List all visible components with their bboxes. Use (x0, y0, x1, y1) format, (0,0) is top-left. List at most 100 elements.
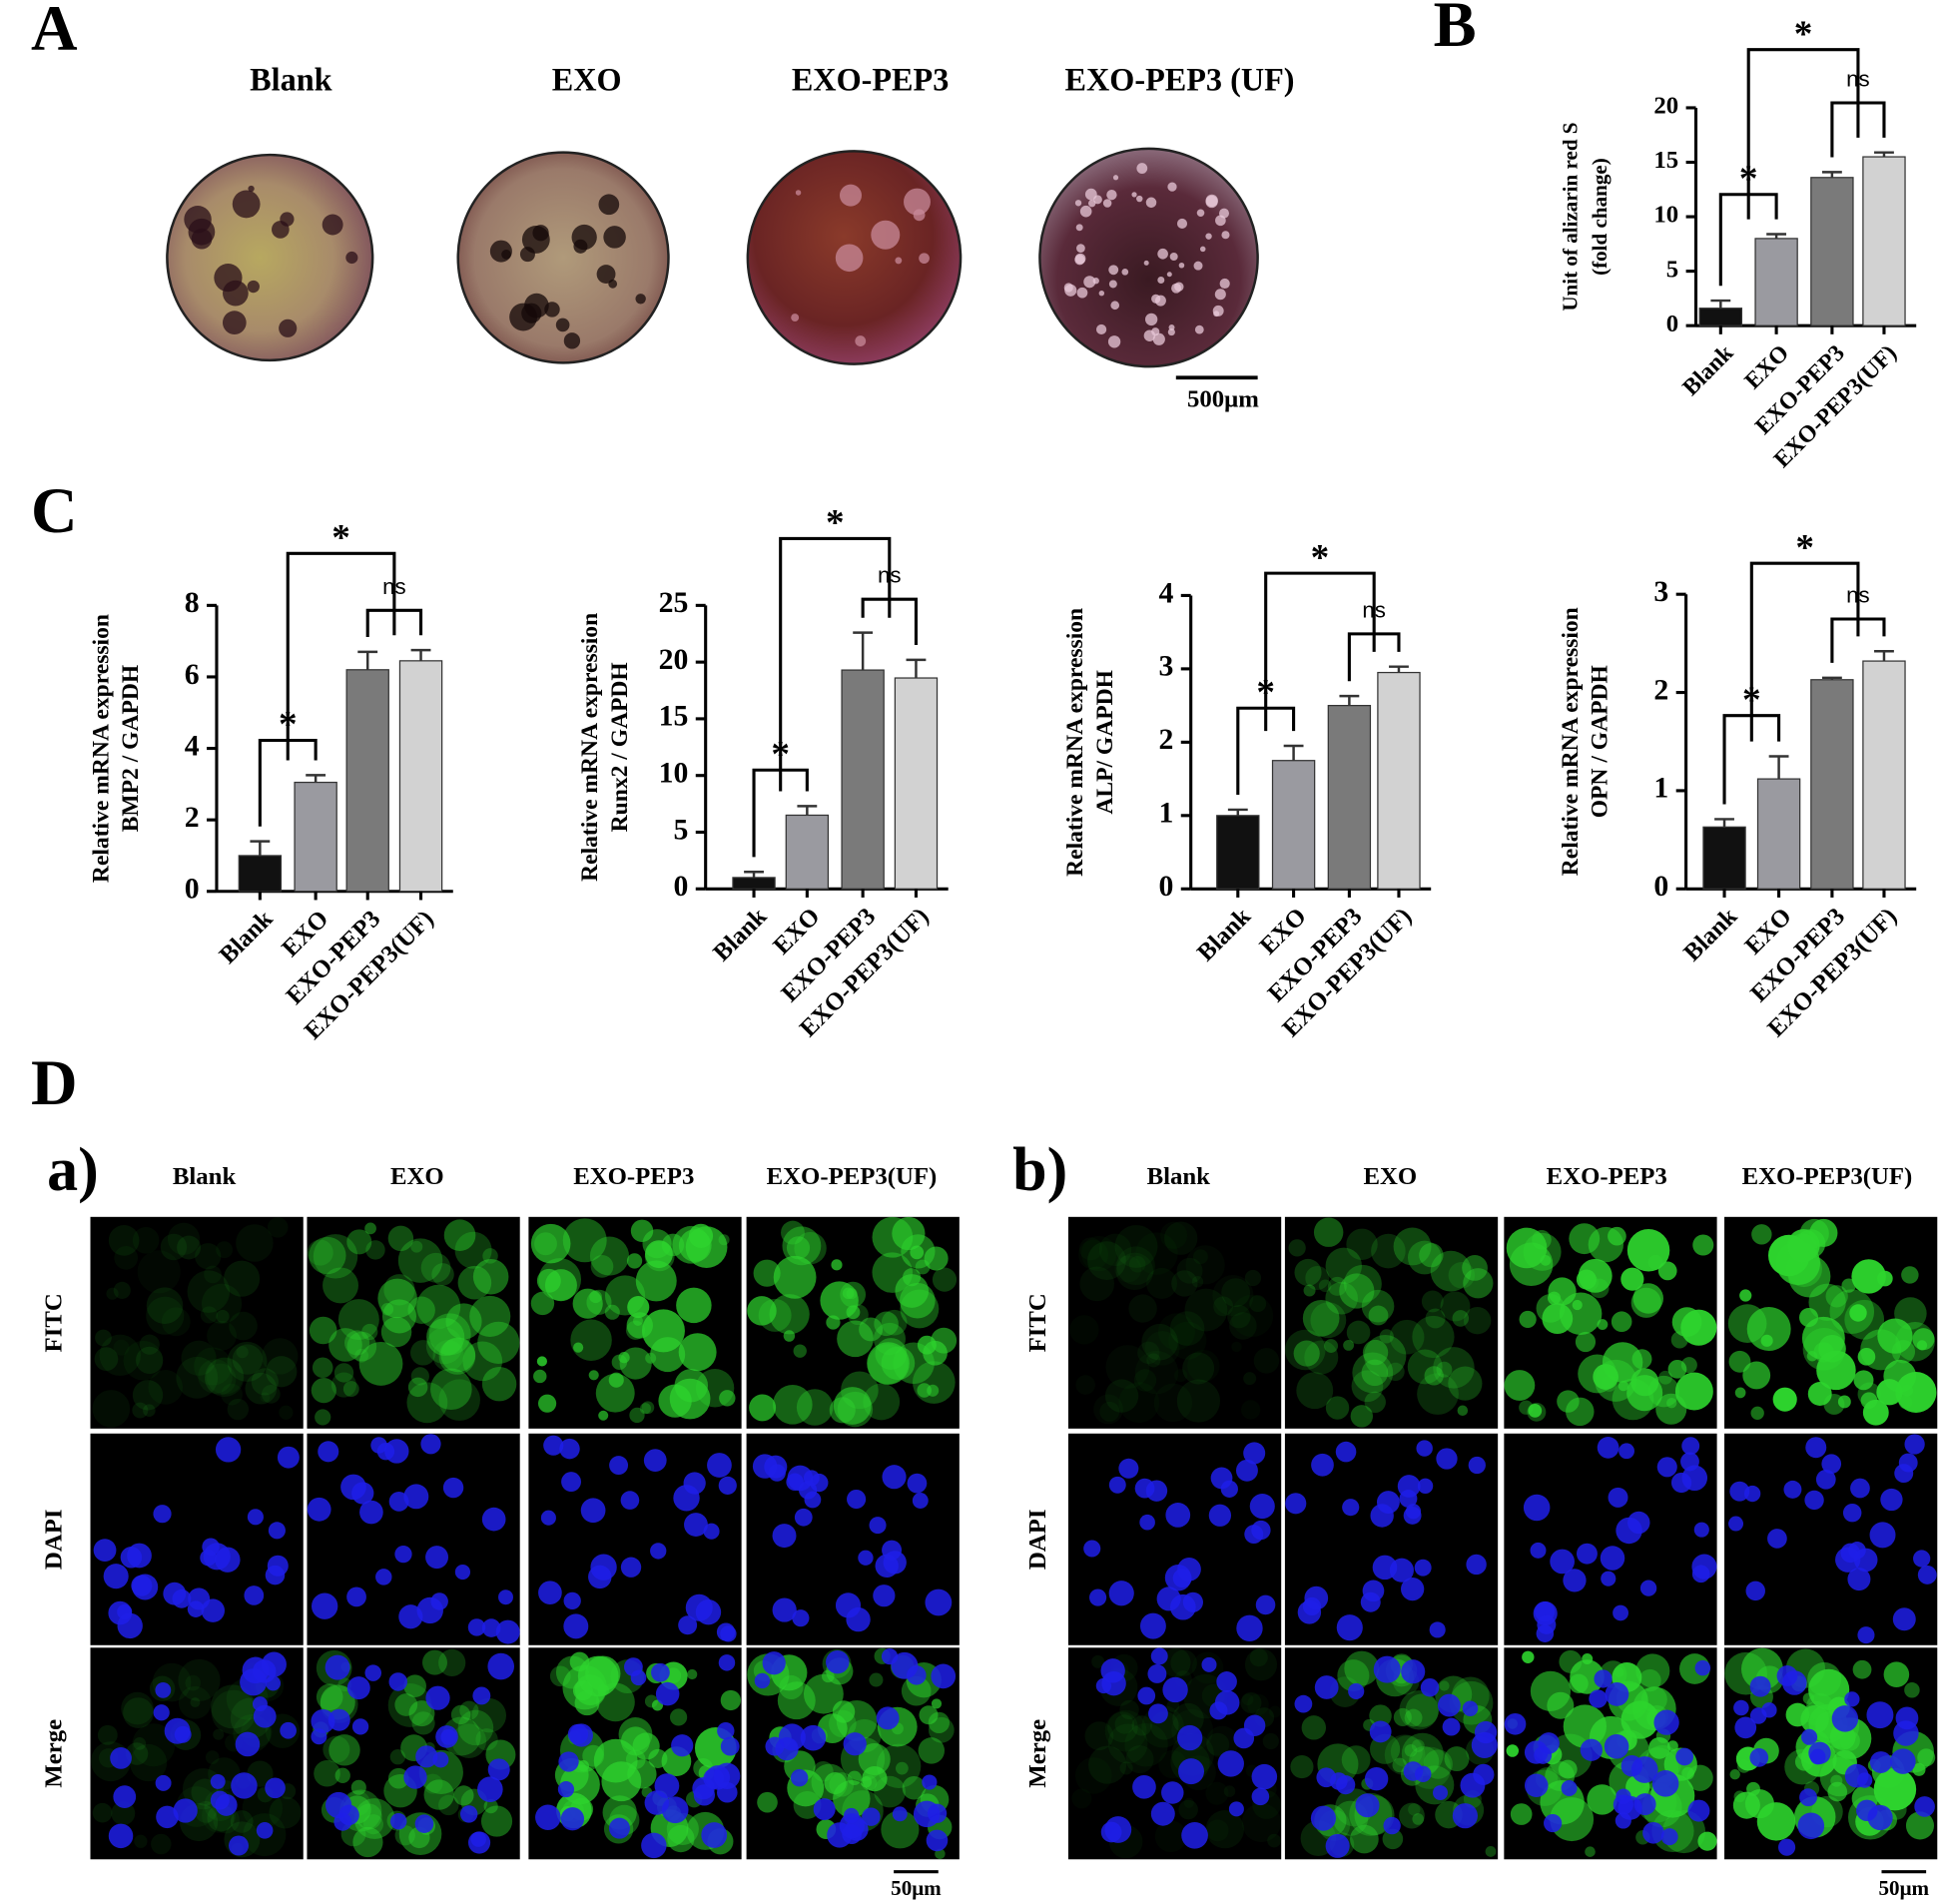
fitc-signal (903, 1268, 922, 1287)
nucleus (1216, 1671, 1237, 1692)
fitc-signal (387, 1225, 414, 1252)
fitc-signal (1191, 1275, 1204, 1288)
nucleus (110, 1747, 132, 1769)
nucleus (394, 1545, 412, 1564)
fitc-signal (1612, 1378, 1654, 1421)
stain-spot (1219, 278, 1230, 290)
nucleus (1165, 1503, 1191, 1528)
nucleus (498, 1589, 513, 1605)
fitc-signal (457, 1265, 492, 1300)
fitc-signal (211, 1689, 257, 1735)
fitc-signal (311, 1378, 336, 1404)
fitc-signal (1837, 1395, 1851, 1409)
fitc-signal (1303, 1284, 1316, 1297)
nucleus (1181, 1821, 1208, 1849)
fitc-signal (1851, 1259, 1886, 1294)
bar (894, 677, 939, 890)
nucleus (1373, 1655, 1401, 1683)
fitc-signal (1655, 1393, 1687, 1425)
stain-spot (795, 190, 802, 196)
nucleus (580, 1498, 606, 1524)
fitc-signal (1452, 1310, 1470, 1327)
fitc-signal (1440, 1291, 1471, 1322)
fitc-signal (627, 1296, 650, 1319)
fitc-signal (1424, 1366, 1444, 1386)
nucleus (1639, 1580, 1657, 1596)
nucleus (685, 1593, 713, 1621)
nucleus (1589, 1689, 1608, 1708)
nucleus (425, 1546, 448, 1570)
nucleus (869, 1517, 887, 1535)
nucleus (1523, 1494, 1551, 1522)
fitc-signal (1099, 1401, 1120, 1422)
fitc-signal (1729, 1769, 1740, 1780)
fitc-signal (1343, 1264, 1382, 1303)
fitc-signal (1244, 1648, 1278, 1681)
stain-spot (345, 251, 358, 265)
fitc-signal (472, 1258, 509, 1295)
fitc-signal (1114, 1255, 1142, 1283)
row-label: FITC (40, 1293, 67, 1352)
stain-spot (1144, 313, 1158, 326)
y-axis-label: Relative mRNA expression (1558, 607, 1584, 876)
fitc-signal (1104, 1379, 1139, 1413)
y-tick-label: 2 (185, 801, 200, 834)
fitc-signal (1206, 1732, 1230, 1756)
error-bar (1714, 818, 1734, 828)
fitc-signal (245, 1372, 278, 1405)
fitc-signal (195, 1243, 222, 1270)
stain-spot (1145, 197, 1157, 209)
fitc-signal (201, 1283, 243, 1324)
fitc-signal (777, 1681, 816, 1720)
nucleus (1433, 1785, 1448, 1801)
nucleus (1782, 1670, 1807, 1695)
fitc-signal (232, 1344, 264, 1375)
fitc-signal (242, 1787, 284, 1829)
nucleus (470, 1831, 486, 1847)
fitc-signal (895, 1761, 909, 1775)
error-bar (1283, 744, 1304, 761)
stain-spot (598, 194, 620, 216)
error-bar (1227, 808, 1248, 816)
nucleus (487, 1758, 510, 1781)
nucleus (1642, 1821, 1664, 1844)
fitc-signal (1728, 1350, 1751, 1373)
fitc-signal (309, 1316, 337, 1345)
fitc-signal (869, 1672, 884, 1687)
fitc-signal (1379, 1329, 1394, 1344)
fitc-signal (323, 1735, 350, 1763)
nucleus (892, 1806, 908, 1822)
stain-spot (1205, 195, 1218, 209)
nucleus (1118, 1458, 1139, 1479)
fitc-signal (213, 1728, 225, 1740)
fitc-signal (198, 1359, 233, 1394)
fitc-signal (269, 1796, 302, 1829)
nucleus (1336, 1775, 1356, 1795)
fitc-signal (1802, 1328, 1846, 1371)
nucleus (1866, 1701, 1894, 1729)
fitc-signal (572, 1680, 593, 1701)
nucleus (862, 1807, 881, 1826)
fitc-signal (1510, 1803, 1533, 1825)
fitc-signal (1125, 1745, 1154, 1774)
nucleus (1355, 1793, 1380, 1818)
fitc-signal (1853, 1370, 1874, 1391)
y-axis-label: Relative mRNA expression (88, 614, 114, 883)
nucleus (1651, 1770, 1679, 1797)
y-tick-label: 20 (1653, 93, 1678, 120)
fitc-signal (206, 1357, 244, 1395)
column-header: EXO-PEP3 (1547, 1163, 1667, 1190)
fitc-signal (346, 1331, 377, 1362)
nucleus (569, 1723, 593, 1747)
nucleus (1369, 1720, 1392, 1743)
y-tick-label: 3 (1158, 650, 1173, 683)
nucleus (1743, 1485, 1761, 1503)
fitc-signal (718, 1234, 730, 1246)
nucleus (1656, 1457, 1677, 1478)
fitc-signal (917, 1335, 937, 1355)
fitc-signal (1137, 1341, 1160, 1365)
stain-spot (1169, 252, 1178, 262)
fitc-signal (137, 1250, 181, 1294)
nucleus (718, 1654, 736, 1671)
fitc-signal (1807, 1661, 1842, 1696)
